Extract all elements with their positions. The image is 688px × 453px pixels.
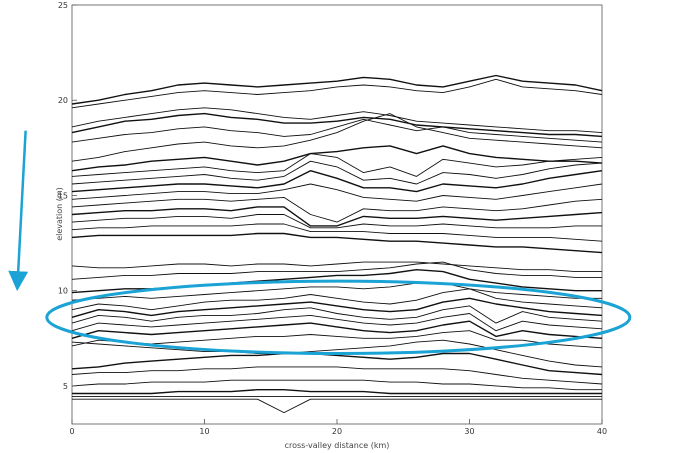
series-line-10 bbox=[71, 169, 603, 193]
series-line-25 bbox=[71, 320, 603, 339]
x-tick-label: 20 bbox=[332, 427, 342, 436]
annotation-group bbox=[8, 130, 632, 356]
x-tick-label: 10 bbox=[199, 427, 209, 436]
series-line-22 bbox=[71, 297, 603, 318]
series-line-26 bbox=[71, 330, 603, 349]
series-line-16 bbox=[71, 232, 603, 254]
series-line-14 bbox=[71, 214, 602, 229]
series-line-30 bbox=[71, 379, 602, 391]
series-group bbox=[71, 74, 603, 414]
series-line-33 bbox=[72, 398, 602, 414]
series-line-31 bbox=[72, 389, 602, 395]
series-line-15 bbox=[71, 223, 603, 242]
y-axis-title: elevation (m) bbox=[55, 187, 64, 241]
series-line-20 bbox=[71, 282, 602, 301]
tick-group: 0 10 20 30 40 5 10 15 20 25 bbox=[58, 1, 607, 436]
series-line-13 bbox=[71, 206, 603, 227]
series-line-24 bbox=[71, 313, 603, 332]
series-line-5 bbox=[71, 118, 603, 143]
series-line-4 bbox=[71, 112, 603, 138]
series-line-9 bbox=[71, 160, 603, 185]
series-line-3 bbox=[71, 107, 603, 134]
series-line-18 bbox=[71, 261, 602, 280]
series-line-12 bbox=[71, 196, 603, 223]
series-line-7 bbox=[71, 145, 603, 172]
series-line-29 bbox=[71, 366, 603, 385]
series-line-17 bbox=[71, 261, 602, 273]
series-line-8 bbox=[71, 153, 603, 177]
y-tick-label: 5 bbox=[63, 382, 68, 391]
y-tick-label: 10 bbox=[58, 287, 68, 296]
series-line-2 bbox=[71, 78, 603, 109]
series-line-27 bbox=[71, 339, 603, 368]
series-line-6 bbox=[71, 113, 603, 162]
x-axis-title: cross-valley distance (km) bbox=[285, 441, 390, 450]
y-tick-label: 25 bbox=[58, 1, 68, 10]
highlight-ellipse bbox=[45, 279, 632, 356]
series-line-11 bbox=[71, 183, 603, 202]
x-tick-label: 40 bbox=[597, 427, 607, 436]
y-tick-label: 20 bbox=[58, 96, 68, 105]
y-tick-label: 15 bbox=[58, 191, 68, 200]
series-line-1 bbox=[71, 74, 603, 105]
annotation-arrow bbox=[8, 130, 29, 292]
x-tick-label: 30 bbox=[464, 427, 474, 436]
series-line-28 bbox=[71, 352, 603, 376]
series-line-23 bbox=[71, 305, 603, 324]
x-tick-label: 0 bbox=[69, 427, 74, 436]
series-line-21 bbox=[71, 288, 603, 311]
